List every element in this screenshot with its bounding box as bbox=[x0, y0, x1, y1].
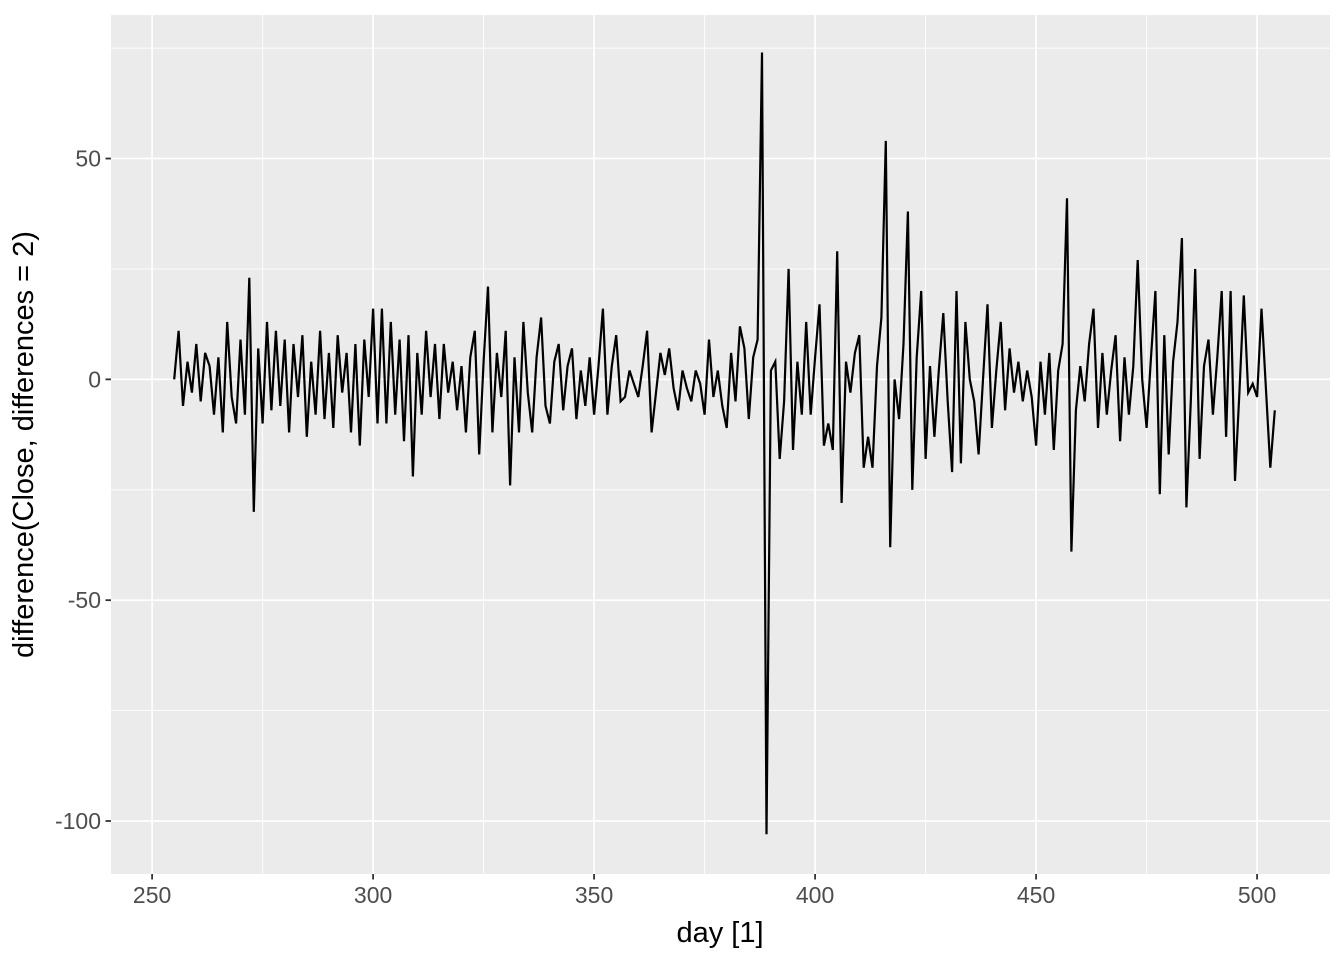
x-tick-label: 500 bbox=[1238, 882, 1276, 908]
y-axis-tick-labels: -100 -50 0 50 bbox=[55, 146, 101, 834]
y-tick-label: 50 bbox=[75, 146, 101, 172]
plot-panel bbox=[111, 15, 1330, 874]
y-tick-label: -100 bbox=[55, 808, 101, 834]
y-axis-title: difference(Close, differences = 2) bbox=[8, 231, 40, 658]
series-line bbox=[173, 52, 1276, 835]
x-tick-label: 450 bbox=[1017, 882, 1055, 908]
y-tick-label: 0 bbox=[88, 366, 101, 392]
x-axis-title: day [1] bbox=[676, 917, 763, 949]
x-tick-label: 350 bbox=[575, 882, 613, 908]
axis-tick-marks bbox=[105, 157, 1258, 880]
y-tick-label: -50 bbox=[68, 587, 101, 613]
x-tick-label: 250 bbox=[133, 882, 171, 908]
x-tick-label: 300 bbox=[354, 882, 392, 908]
x-tick-label: 400 bbox=[796, 882, 834, 908]
x-axis-tick-labels: 250 300 350 400 450 500 bbox=[133, 882, 1276, 908]
